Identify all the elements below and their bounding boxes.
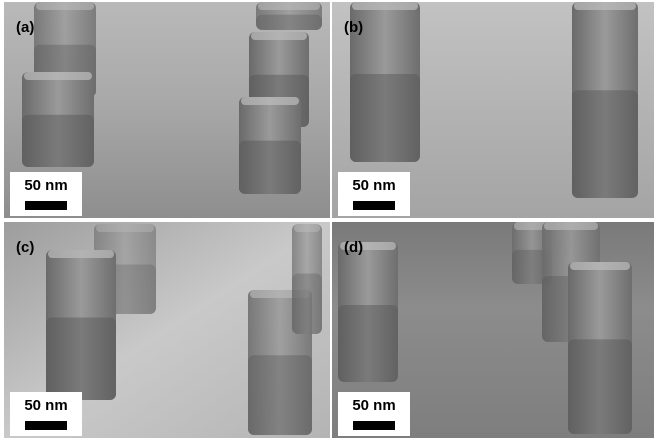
pillar <box>292 224 322 334</box>
pillar <box>572 2 638 198</box>
pillar-band <box>572 90 638 198</box>
panel-label: (a) <box>16 19 34 36</box>
scale-bar-label: 50 nm <box>24 177 67 194</box>
scale-bar <box>353 421 395 430</box>
pillar-top <box>514 222 550 230</box>
pillar-top <box>48 250 114 258</box>
pillar-top <box>96 224 154 232</box>
pillar-top <box>36 2 94 10</box>
pillar-top <box>258 2 320 10</box>
scale-bar <box>25 421 67 430</box>
pillar-top <box>340 242 396 250</box>
panel-label: (d) <box>344 239 363 256</box>
pillar-band <box>256 14 322 30</box>
scale-bar <box>25 201 67 210</box>
pillar-top <box>570 262 630 270</box>
pillar-top <box>241 97 299 105</box>
pillar-top <box>24 72 92 80</box>
pillar <box>568 262 632 434</box>
pillar-top <box>574 2 636 10</box>
pillar <box>46 250 116 400</box>
panel-label: (b) <box>344 19 363 36</box>
pillar <box>239 97 301 194</box>
pillar-top <box>251 32 307 40</box>
pillar-top <box>294 224 320 232</box>
pillar-band <box>248 355 312 435</box>
pillar-band <box>338 305 398 382</box>
pillar <box>22 72 94 167</box>
pillar <box>338 242 398 382</box>
scale-bar-label: 50 nm <box>24 397 67 414</box>
pillar-band <box>46 317 116 400</box>
pillar-top <box>544 222 598 230</box>
scale-bar-label: 50 nm <box>352 397 395 414</box>
pillar-band <box>350 74 420 162</box>
pillar <box>350 2 420 162</box>
pillar-top <box>352 2 418 10</box>
pillar-band <box>568 339 632 434</box>
scale-bar-label: 50 nm <box>352 177 395 194</box>
pillar-band <box>239 140 301 194</box>
panel-label: (c) <box>16 239 34 256</box>
scale-bar <box>353 201 395 210</box>
pillar-band <box>292 273 322 334</box>
pillar-band <box>22 114 94 167</box>
